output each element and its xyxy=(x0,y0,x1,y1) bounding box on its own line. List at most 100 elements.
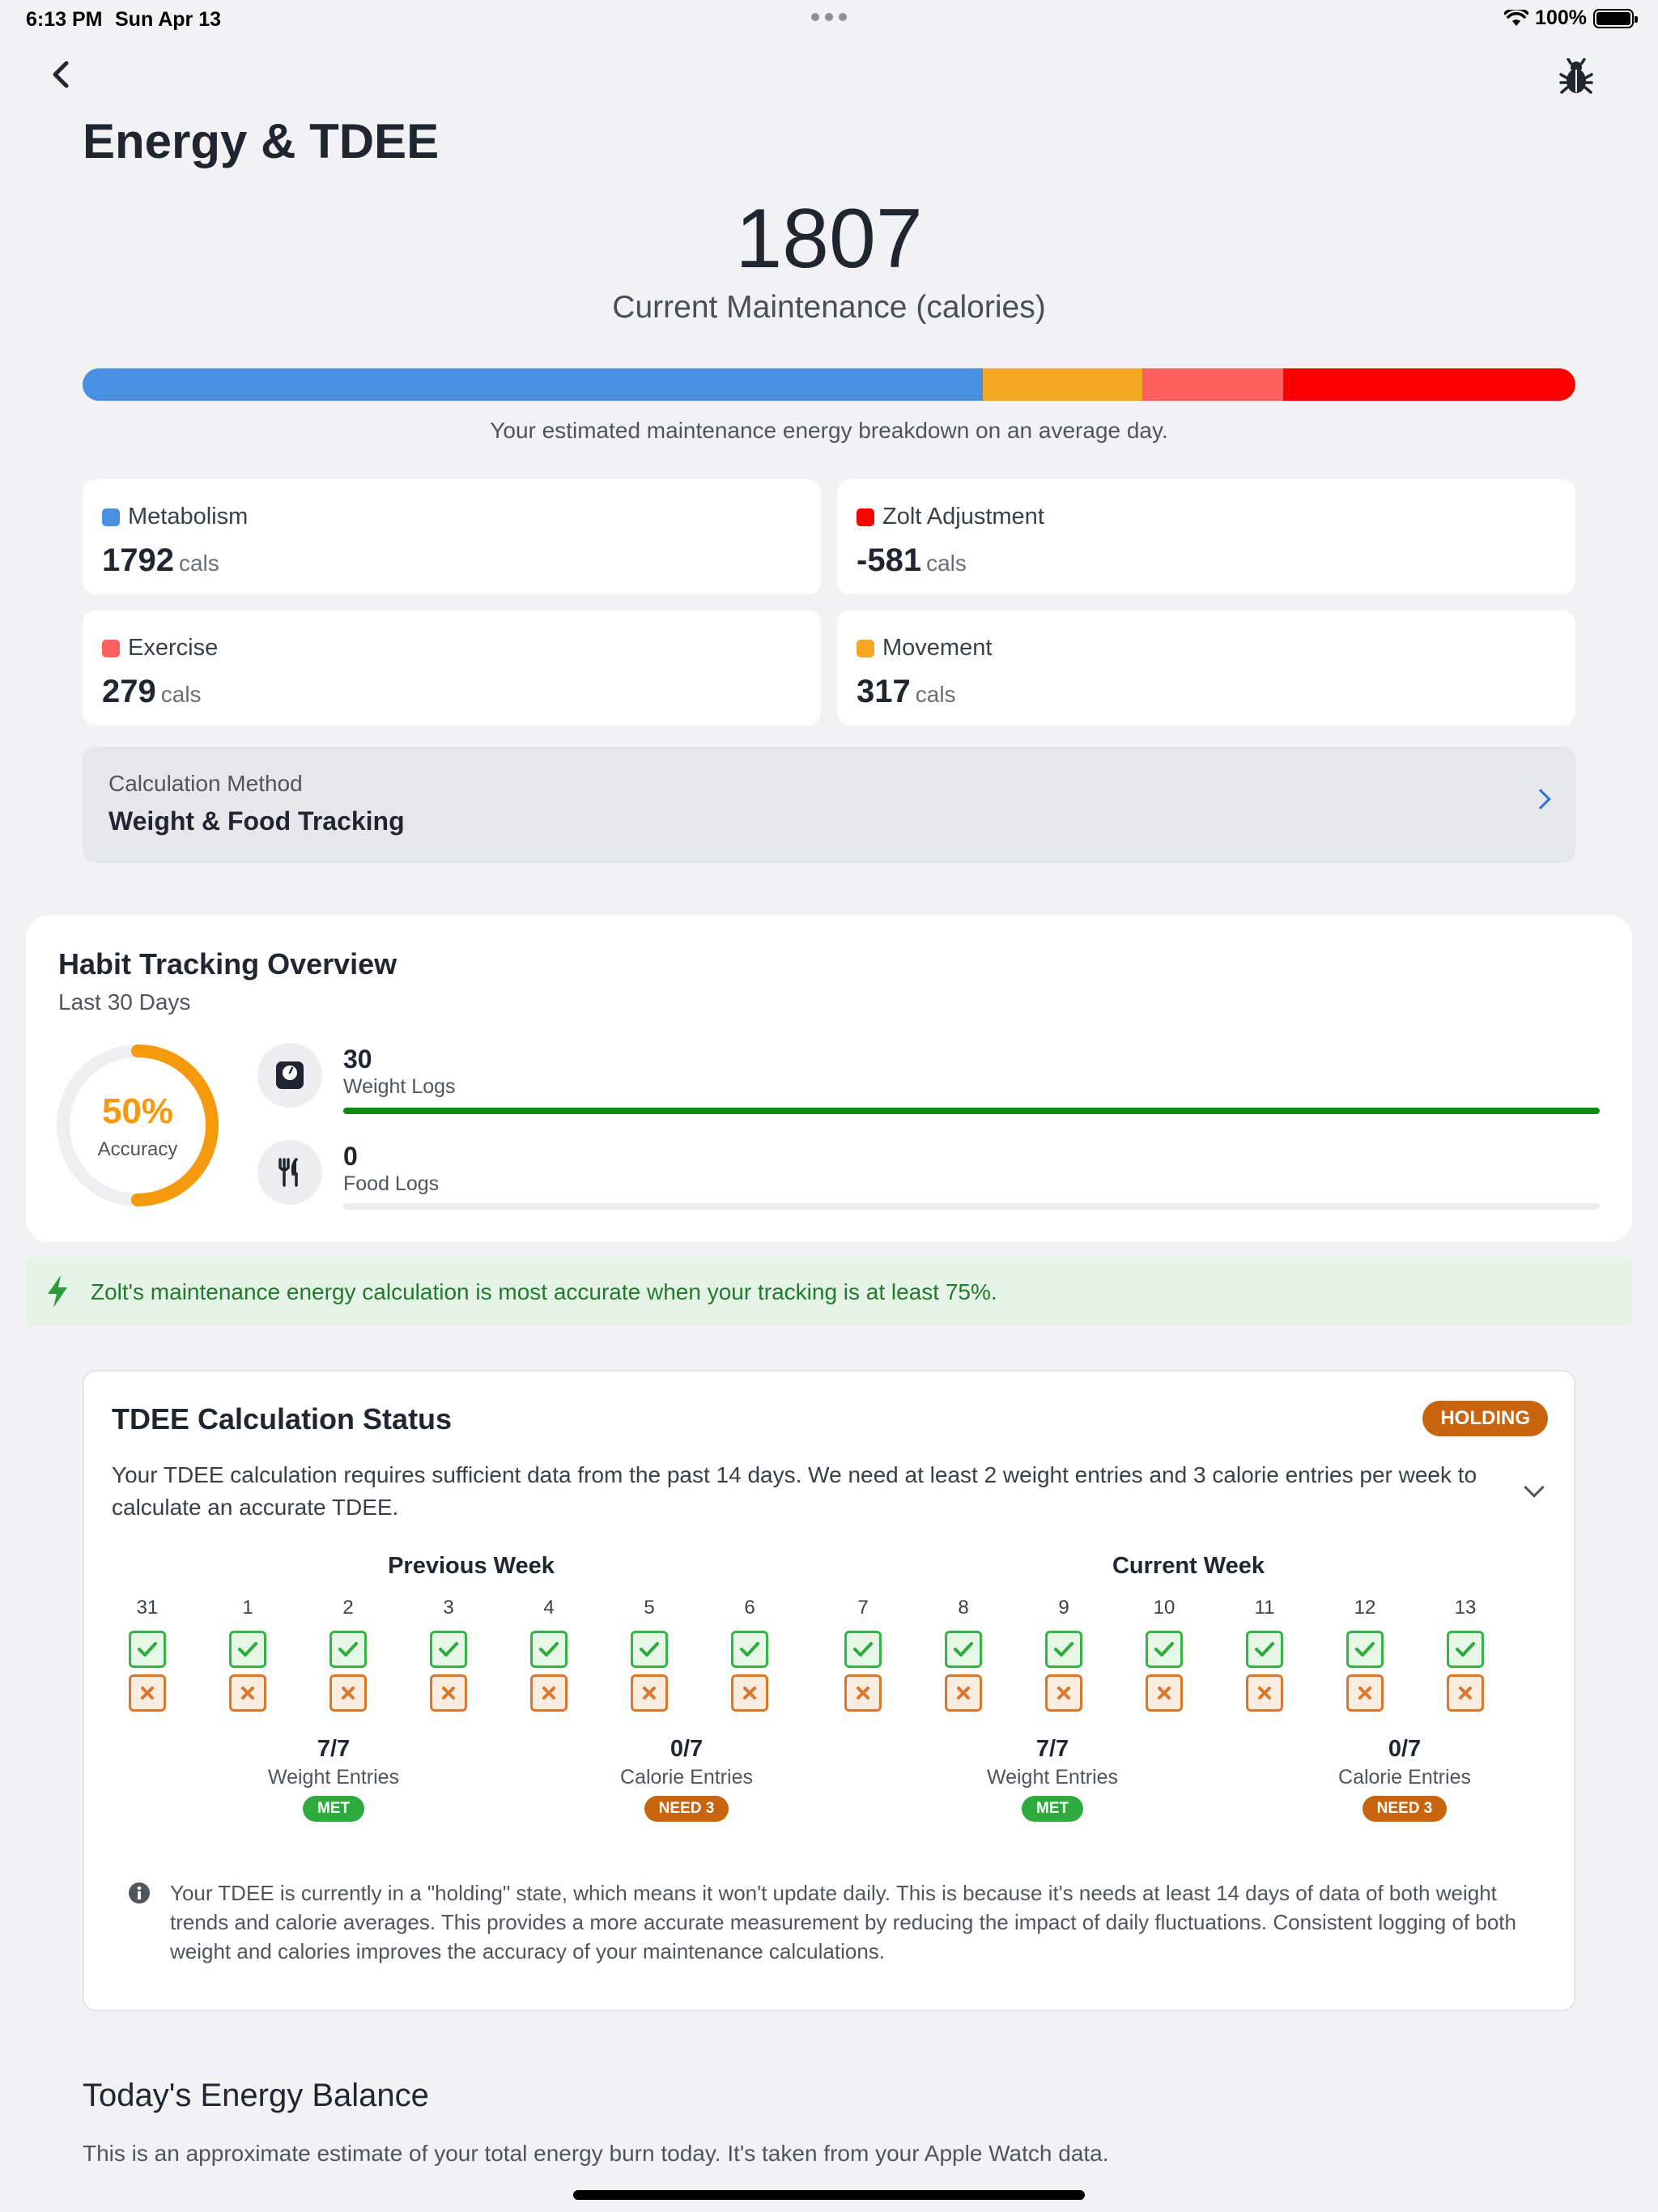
habit-subtitle: Last 30 Days xyxy=(58,989,191,1015)
weight-logged-check-icon xyxy=(945,1631,982,1668)
status-bar: 6:13 PM Sun Apr 13 100% xyxy=(0,0,1658,39)
calorie-missing-x-icon xyxy=(631,1674,668,1712)
entry-summary: 0/7 Calorie Entries NEED 3 xyxy=(1283,1736,1526,1822)
day-number: 3 xyxy=(443,1597,454,1619)
weight-logged-check-icon xyxy=(129,1631,166,1668)
day-column: 11 xyxy=(1232,1597,1297,1712)
tip-text: Zolt's maintenance energy calculation is… xyxy=(91,1279,997,1304)
lightning-icon xyxy=(48,1275,67,1308)
calorie-missing-x-icon xyxy=(530,1674,568,1712)
food-log-progress xyxy=(343,1203,1600,1210)
calorie-missing-x-icon xyxy=(329,1674,367,1712)
day-column: 9 xyxy=(1031,1597,1096,1712)
energy-balance-subtitle: This is an approximate estimate of your … xyxy=(83,2141,1109,2166)
bug-icon xyxy=(1559,57,1593,94)
calorie-missing-x-icon xyxy=(229,1674,266,1712)
entry-status-badge: MET xyxy=(1021,1796,1084,1822)
weight-logged-check-icon xyxy=(631,1631,668,1668)
weight-logged-check-icon xyxy=(430,1631,467,1668)
chevron-left-icon xyxy=(53,61,69,88)
tdee-status-card: TDEE Calculation Status HOLDING Your TDE… xyxy=(83,1370,1575,2011)
method-value: Weight & Food Tracking xyxy=(108,806,405,836)
entry-label: Calorie Entries xyxy=(1338,1766,1471,1789)
wifi-icon xyxy=(1504,9,1529,26)
calculation-method-row[interactable]: Calculation Method Weight & Food Trackin… xyxy=(83,747,1575,863)
stat-card-exercise: Exercise 279 cals xyxy=(83,610,821,725)
day-number: 9 xyxy=(1058,1597,1069,1619)
calorie-missing-x-icon xyxy=(1045,1674,1082,1712)
day-number: 11 xyxy=(1254,1597,1275,1619)
energy-balance-title: Today's Energy Balance xyxy=(83,2078,429,2113)
page-title: Energy & TDEE xyxy=(83,114,440,168)
weight-log-label: Weight Logs xyxy=(343,1075,456,1098)
status-time: 6:13 PM xyxy=(26,8,103,31)
weight-logged-check-icon xyxy=(530,1631,568,1668)
weight-log-progress xyxy=(343,1108,1600,1114)
accuracy-ring xyxy=(57,1044,219,1206)
day-column: 31 xyxy=(115,1597,180,1712)
chevron-right-icon xyxy=(1530,789,1551,810)
calorie-missing-x-icon xyxy=(430,1674,467,1712)
multitask-dots-icon[interactable] xyxy=(811,13,847,21)
maintenance-value: 1807 xyxy=(735,192,923,286)
current-week-label: Current Week xyxy=(1112,1553,1265,1579)
holding-info-text: Your TDEE is currently in a "holding" st… xyxy=(170,1881,1516,1963)
status-title: TDEE Calculation Status xyxy=(112,1402,453,1436)
battery-percent: 100% xyxy=(1535,6,1587,29)
weight-logged-check-icon xyxy=(731,1631,768,1668)
calorie-missing-x-icon xyxy=(1146,1674,1183,1712)
back-button[interactable] xyxy=(49,58,73,91)
expand-chevron-icon[interactable] xyxy=(1524,1477,1545,1498)
bar-segment-metabolism xyxy=(83,368,983,401)
entry-status-badge: NEED 3 xyxy=(644,1796,729,1822)
day-number: 1 xyxy=(242,1597,253,1619)
exercise-color-swatch xyxy=(102,639,120,657)
weight-logged-check-icon xyxy=(1346,1631,1384,1668)
calorie-missing-x-icon xyxy=(844,1674,882,1712)
entry-summary: 7/7 Weight Entries MET xyxy=(931,1736,1174,1822)
calorie-missing-x-icon xyxy=(945,1674,982,1712)
weight-logged-check-icon xyxy=(1146,1631,1183,1668)
scale-icon xyxy=(276,1061,304,1089)
day-column: 3 xyxy=(416,1597,481,1712)
day-number: 13 xyxy=(1454,1597,1477,1619)
day-number: 2 xyxy=(342,1597,354,1619)
home-indicator[interactable] xyxy=(573,2190,1085,2200)
habit-tracking-card: Habit Tracking Overview Last 30 Days 50%… xyxy=(26,915,1632,1242)
day-column: 13 xyxy=(1433,1597,1498,1712)
accuracy-tip-banner: Zolt's maintenance energy calculation is… xyxy=(26,1257,1632,1326)
day-number: 12 xyxy=(1354,1597,1376,1619)
scale-icon-wrap xyxy=(257,1043,322,1108)
day-number: 10 xyxy=(1153,1597,1175,1619)
day-column: 5 xyxy=(617,1597,682,1712)
zolt-color-swatch xyxy=(857,508,874,526)
food-log-count: 0 xyxy=(343,1142,358,1171)
entry-count: 0/7 xyxy=(1388,1736,1422,1762)
day-number: 7 xyxy=(857,1597,869,1619)
method-label: Calculation Method xyxy=(108,771,303,796)
weight-log-count: 30 xyxy=(343,1044,372,1074)
holding-badge: HOLDING xyxy=(1422,1401,1548,1436)
weight-logged-check-icon xyxy=(229,1631,266,1668)
entry-label: Weight Entries xyxy=(267,1766,400,1789)
day-column: 12 xyxy=(1333,1597,1397,1712)
entry-label: Weight Entries xyxy=(986,1766,1119,1789)
calorie-missing-x-icon xyxy=(731,1674,768,1712)
bar-segment-zolt-adjustment xyxy=(1282,368,1575,401)
entry-count: 7/7 xyxy=(1035,1736,1069,1762)
day-column: 1 xyxy=(215,1597,280,1712)
day-number: 8 xyxy=(958,1597,969,1619)
calorie-missing-x-icon xyxy=(1447,1674,1484,1712)
battery-icon xyxy=(1593,8,1638,28)
bar-segment-movement xyxy=(982,368,1143,401)
stat-card-movement: Movement 317 cals xyxy=(837,610,1575,725)
status-date: Sun Apr 13 xyxy=(115,8,222,31)
day-column: 8 xyxy=(931,1597,996,1712)
weight-logged-check-icon xyxy=(1045,1631,1082,1668)
day-number: 6 xyxy=(744,1597,755,1619)
entry-status-badge: NEED 3 xyxy=(1362,1796,1448,1822)
calorie-missing-x-icon xyxy=(1246,1674,1283,1712)
day-column: 10 xyxy=(1132,1597,1197,1712)
day-column: 6 xyxy=(717,1597,782,1712)
debug-button[interactable] xyxy=(1558,57,1598,99)
